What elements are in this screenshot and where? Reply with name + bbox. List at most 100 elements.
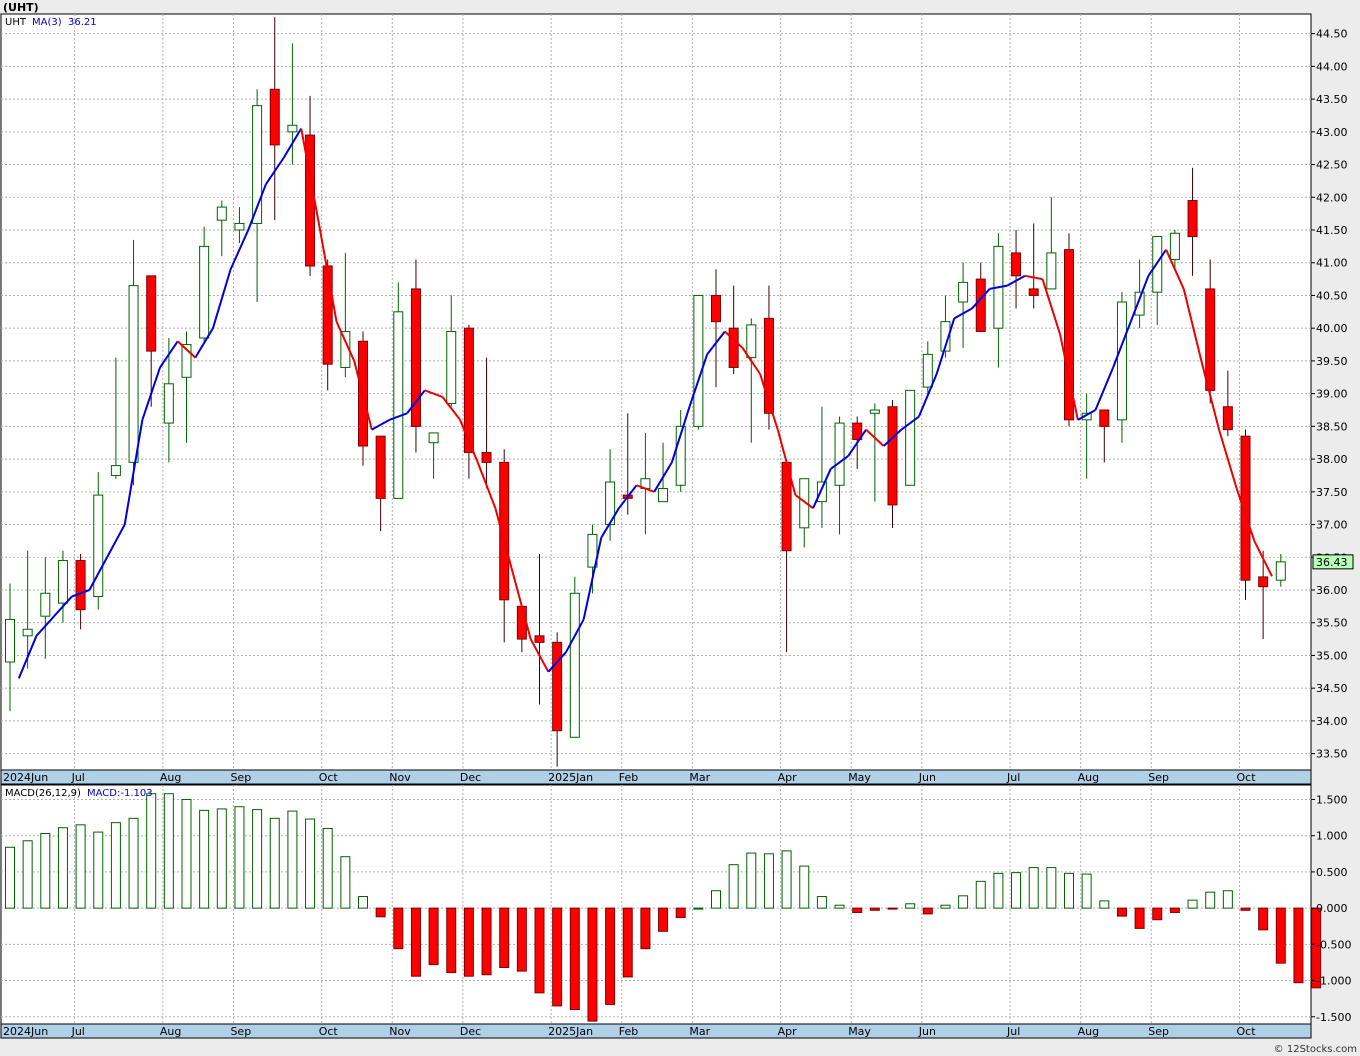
price-month-label: Oct — [319, 771, 339, 784]
candle-body — [834, 422, 845, 486]
macd-bar — [746, 852, 757, 909]
macd-y-axis: -1.500 -1.000 -0.500 0.000 0.500 1.000 1.500 — [1311, 793, 1351, 1024]
last-price-label: 36.43 — [1316, 556, 1348, 569]
candle-body — [1205, 288, 1216, 391]
candle-body — [499, 461, 510, 601]
macd-month-label: Nov — [389, 1025, 411, 1038]
credit-text: © 12Stocks.com — [1274, 1044, 1357, 1055]
ma-segment — [741, 347, 761, 375]
macd-month-label: 2024Jun — [3, 1025, 48, 1038]
macd-bar — [358, 896, 368, 909]
macd-bar — [75, 824, 86, 909]
ma-segment — [1253, 540, 1273, 577]
macd-y-tick-label: 0.000 — [1316, 902, 1348, 915]
candle-body — [463, 327, 474, 454]
macd-month-label: Oct — [1237, 1025, 1257, 1038]
macd-bar — [216, 808, 227, 909]
ma-segment — [335, 321, 356, 362]
candle-body — [199, 245, 210, 339]
ma-segment — [582, 537, 603, 620]
macd-bar — [428, 907, 439, 966]
ma-segment — [1094, 367, 1115, 411]
macd-x-axis: 2024Jun Jul Aug Sep Oct Nov Dec 2025Jan Feb Mar Ap… — [3, 1025, 1256, 1038]
ma-segment — [17, 635, 38, 679]
macd-bar — [799, 865, 810, 909]
macd-y-tick-label: -0.500 — [1316, 938, 1351, 951]
ma-segment — [406, 389, 426, 414]
ma-segment — [1024, 274, 1043, 281]
candle-body — [552, 641, 563, 732]
candle-body — [1116, 301, 1127, 421]
candle-body — [22, 628, 33, 637]
macd-bar — [1293, 907, 1304, 984]
candle-body — [516, 605, 527, 640]
ma-segment — [724, 330, 744, 349]
price-x-axis-band — [0, 769, 1312, 785]
ma-segment — [1112, 321, 1132, 368]
ma-segment — [176, 340, 197, 359]
macd-bar — [1011, 872, 1022, 909]
macd-y-tick-label: 1.500 — [1316, 793, 1348, 806]
ma-segment — [476, 462, 497, 509]
candle-body — [658, 488, 669, 503]
macd-y-tick-label: -1.500 — [1316, 1011, 1351, 1024]
macd-bar — [22, 840, 33, 909]
candle-body — [1046, 252, 1057, 290]
macd-month-label: Jul — [71, 1025, 85, 1038]
macd-panel — [0, 784, 1312, 1025]
macd-x-axis-band — [0, 1023, 1312, 1039]
macd-bar — [340, 856, 351, 909]
macd-bar — [816, 896, 827, 909]
candle-body — [1028, 288, 1039, 296]
ma-segment — [1218, 429, 1238, 489]
candle-body — [322, 265, 333, 365]
ma-segment — [653, 461, 673, 493]
candle-body — [234, 222, 245, 231]
ma-segment — [494, 507, 514, 574]
candle-body — [887, 406, 898, 506]
price-y-tick-label: 44.00 — [1316, 60, 1348, 73]
price-candles — [5, 17, 1286, 767]
ma-segment — [865, 428, 885, 447]
macd-bar — [5, 846, 15, 909]
macd-bar — [305, 818, 316, 909]
price-y-tick-label: 42.50 — [1316, 159, 1348, 172]
candle-body — [905, 389, 916, 486]
ma-segment — [88, 556, 108, 591]
candle-body — [287, 124, 298, 133]
ma-legend-label: MA(3) — [32, 17, 62, 28]
candle-body — [763, 317, 774, 414]
ma-segment — [688, 354, 709, 408]
candle-body — [446, 330, 457, 404]
price-month-label: Jul — [1006, 771, 1020, 784]
macd-bar — [252, 809, 263, 909]
ma-segment — [1129, 275, 1150, 322]
ma-segment — [141, 367, 161, 421]
candle-body — [40, 592, 51, 617]
candle-body — [75, 560, 86, 611]
macd-month-label: Aug — [160, 1025, 181, 1038]
candle-body — [1240, 435, 1251, 581]
macd-label: MACD(26,12,9) — [5, 788, 81, 799]
price-month-label: Oct — [1237, 771, 1257, 784]
price-y-tick-label: 34.00 — [1316, 715, 1348, 728]
ma-segment — [971, 288, 991, 310]
ma-segment — [247, 183, 267, 231]
macd-y-tick-label: 0.500 — [1316, 866, 1348, 879]
ma-segment — [282, 128, 303, 159]
candle-body — [1275, 561, 1286, 581]
macd-bar — [1222, 890, 1233, 909]
macd-bar — [869, 907, 880, 911]
macd-month-label: Mar — [689, 1025, 710, 1038]
macd-bar — [922, 907, 933, 915]
ma-segment — [759, 373, 779, 430]
ma-segment — [935, 318, 956, 375]
price-y-tick-label: 38.00 — [1316, 453, 1348, 466]
candle-body — [816, 481, 827, 503]
macd-month-label: Jun — [918, 1025, 936, 1038]
price-month-label: Apr — [778, 771, 798, 784]
ma-segment — [882, 428, 903, 447]
candle-body — [711, 294, 721, 323]
macd-bar — [322, 827, 333, 909]
